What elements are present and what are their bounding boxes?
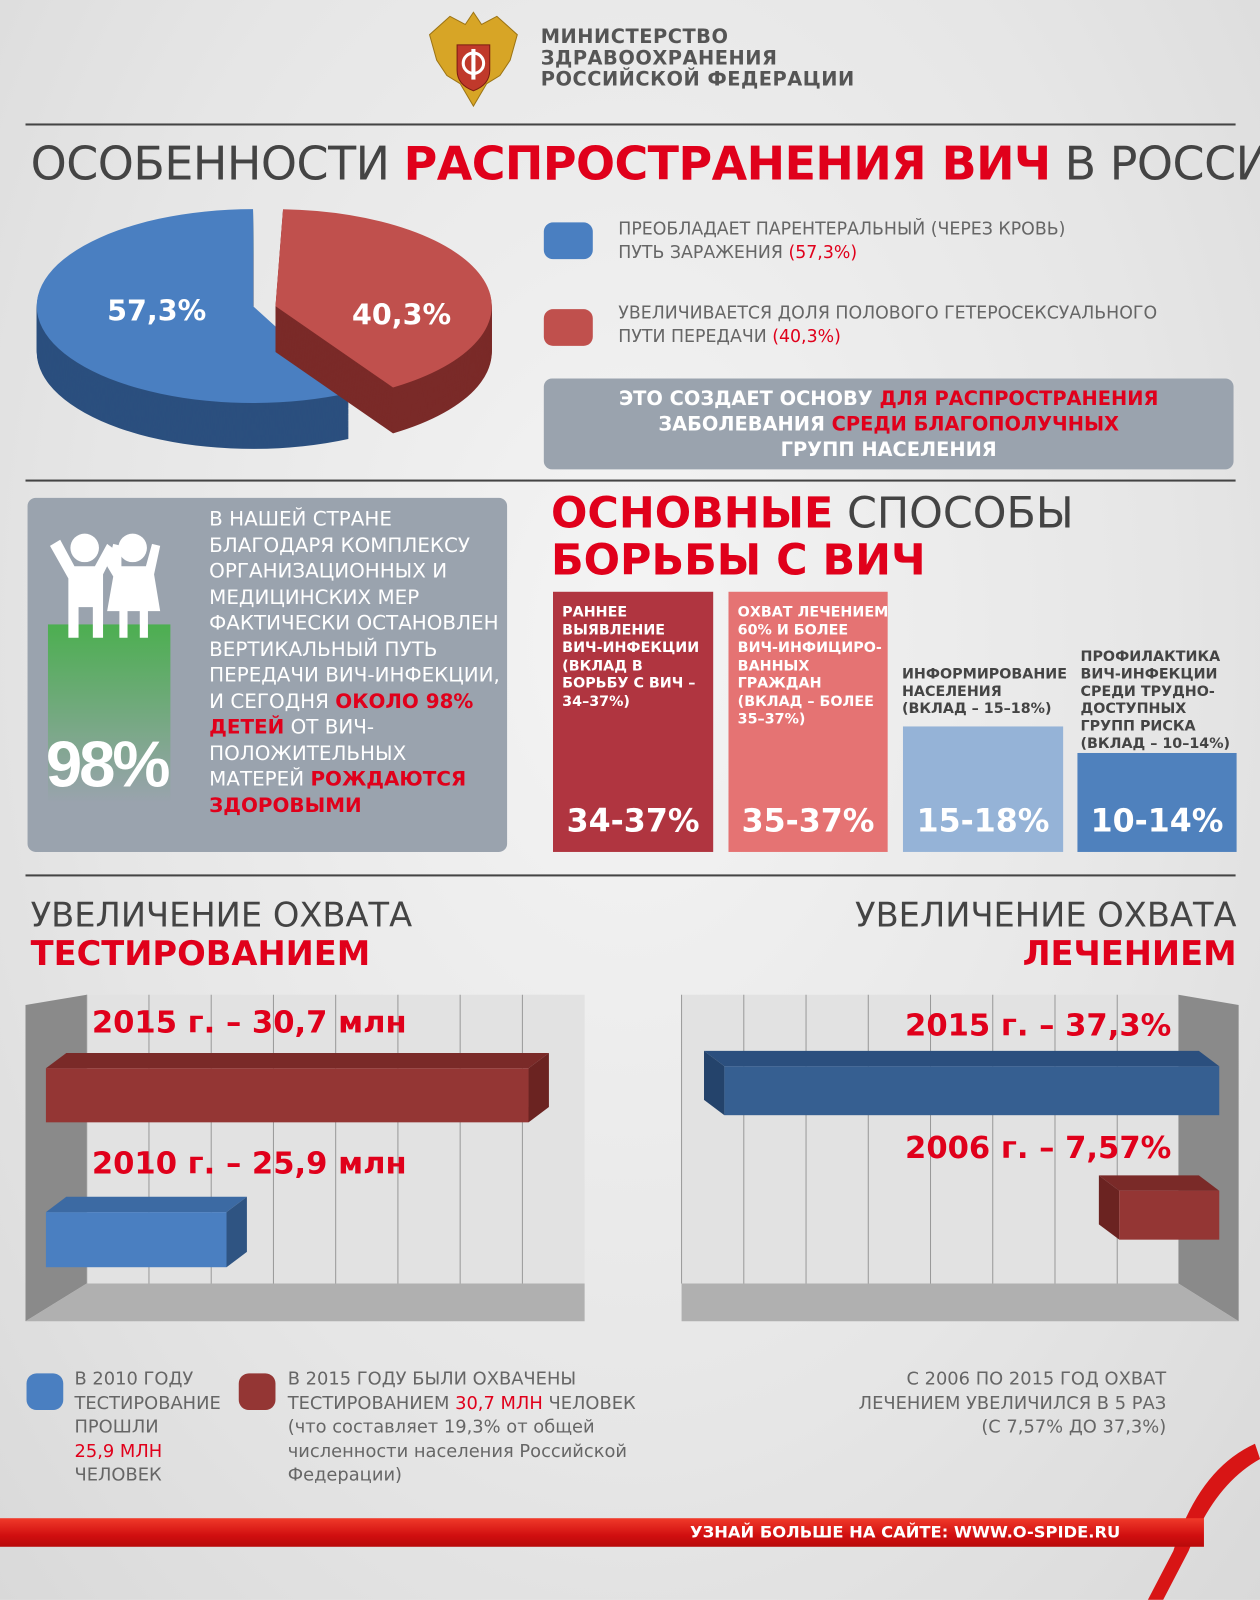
divider	[25, 123, 1236, 126]
bar-end-face	[1098, 1175, 1120, 1240]
title-text: УВЕЛИЧЕНИЕ ОХВАТА	[30, 894, 413, 935]
bar-value: 34-37%	[566, 802, 700, 840]
children-icon	[49, 533, 161, 638]
progress-fill	[47, 624, 171, 803]
bar-label: РАННЕЕ ВЫЯВЛЕНИЕ ВИЧ-ИНФЕКЦИИ (ВКЛАД В Б…	[562, 604, 700, 710]
bar-end-face	[226, 1196, 247, 1268]
note-highlight: СРЕДИ БЛАГОПОЛУЧНЫХ	[831, 413, 1119, 436]
legend-swatch-red	[238, 1373, 276, 1411]
note-highlight: ДЛЯ РАСПРОСТРАНЕНИЯ	[879, 387, 1159, 411]
children-text: В НАШЕЙ СТРАНЕ БЛАГОДАРЯ КОМПЛЕКСУ ОРГАН…	[209, 506, 505, 818]
bar-top-face	[45, 1196, 247, 1213]
highlight: 30,7 МЛН	[455, 1393, 543, 1414]
bar-value: 15-18%	[916, 802, 1050, 840]
method-bar: 10-14%	[1077, 752, 1237, 852]
big-percent: 98%	[45, 727, 171, 801]
bar-end-face	[704, 1050, 725, 1116]
bar-label-2006: 2006 г. – 7,57%	[905, 1130, 1172, 1167]
bar-top-face	[45, 1052, 549, 1069]
bar-top-face	[1098, 1175, 1220, 1191]
text: В 2010 ГОДУ ТЕСТИРОВАНИЕ ПРОШЛИ	[74, 1369, 221, 1438]
legend-line: ПРЕОБЛАДАЕТ ПАРЕНТЕРАЛЬНЫЙ (ЧЕРЕЗ КРОВЬ)	[618, 219, 1066, 240]
note-text: ЭТО СОЗДАЕТ ОСНОВУ	[618, 387, 880, 411]
chart-side-wall	[25, 994, 87, 1322]
pie-slice	[36, 209, 349, 404]
title-text: УВЕЛИЧЕНИЕ ОХВАТА	[855, 894, 1237, 935]
legend-pct: (57,3%)	[788, 242, 858, 264]
bar-label: ИНФОРМИРОВАНИЕ НАСЕЛЕНИЯ (ВКЛАД – 15–18%…	[901, 666, 1068, 718]
heading-highlight: ОСНОВНЫЕ	[550, 487, 834, 538]
highlight: РОЖДАЮТСЯ ЗДОРОВЫМИ	[209, 767, 467, 817]
conclusion-box: ЭТО СОЗДАЕТ ОСНОВУ ДЛЯ РАСПРОСТРАНЕНИЯ З…	[543, 378, 1234, 470]
footer-ribbon: УЗНАЙ БОЛЬШЕ НА САЙТЕ: WWW.O-SPIDE.RU	[0, 1518, 1204, 1547]
legend-swatch-blue	[26, 1373, 64, 1411]
note-2015: В 2015 ГОДУ БЫЛИ ОХВАЧЕНЫ ТЕСТИРОВАНИЕМ …	[288, 1368, 640, 1488]
website-link[interactable]: УЗНАЙ БОЛЬШЕ НА САЙТЕ: WWW.O-SPIDE.RU	[690, 1522, 1121, 1542]
title-highlight: РАСПРОСТРАНЕНИЯ ВИЧ	[403, 136, 1052, 191]
coverage-charts	[25, 994, 1239, 1322]
bar	[45, 1212, 227, 1268]
bar	[1119, 1190, 1220, 1240]
methods-heading: ОСНОВНЫЕ СПОСОБЫ БОРЬБЫ С ВИЧ	[550, 487, 1074, 585]
chart-floor	[25, 1283, 585, 1322]
note-treatment: С 2006 ПО 2015 ГОД ОХВАТ ЛЕЧЕНИЕМ УВЕЛИЧ…	[858, 1369, 1167, 1438]
text: ЧЕЛОВЕК (что составляет 19,3% от общей ч…	[287, 1393, 636, 1486]
treatment-title: УВЕЛИЧЕНИЕ ОХВАТА ЛЕЧЕНИЕМ	[855, 894, 1237, 974]
bar-value: 10-14%	[1090, 802, 1224, 840]
org-line: РОССИЙСКОЙ ФЕДЕРАЦИИ	[540, 68, 855, 91]
title-highlight: ЛЕЧЕНИЕМ	[1022, 933, 1237, 974]
bar	[724, 1066, 1220, 1116]
heading-highlight: БОРЬБЫ С ВИЧ	[550, 534, 926, 585]
legend-line: УВЕЛИЧИВАЕТСЯ ДОЛЯ ПОЛОВОГО ГЕТЕРОСЕКСУА…	[618, 303, 1158, 324]
heading-text: СПОСОБЫ	[833, 487, 1074, 538]
org-line: ЗДРАВООХРАНЕНИЯ	[540, 46, 778, 70]
pie-label-red: 40,3%	[352, 297, 452, 332]
chart-floor	[681, 1283, 1239, 1322]
bar-label-2015: 2015 г. – 37,3%	[905, 1008, 1172, 1044]
ministry-name: МИНИСТЕРСТВО ЗДРАВООХРАНЕНИЯ РОССИЙСКОЙ …	[540, 25, 855, 91]
text: ЧЕЛОВЕК	[74, 1465, 162, 1486]
title-highlight: ТЕСТИРОВАНИЕМ	[30, 933, 371, 974]
title-part: В РОССИИ	[1064, 136, 1260, 191]
divider	[25, 874, 1236, 877]
legend-text: УВЕЛИЧИВАЕТСЯ ДОЛЯ ПОЛОВОГО ГЕТЕРОСЕКСУА…	[618, 302, 1157, 349]
legend-line: ПУТЬ ЗАРАЖЕНИЯ	[618, 242, 789, 264]
ministry-emblem	[428, 11, 518, 108]
bar-label: ПРОФИЛАКТИКА ВИЧ-ИНФЕКЦИИ СРЕДИ ТРУДНО-Д…	[1080, 648, 1231, 752]
method-bar: 15-18%	[902, 726, 1064, 852]
highlight: 25,9 МЛН	[74, 1441, 163, 1462]
note-text: ЗАБОЛЕВАНИЯ	[658, 413, 832, 436]
divider	[25, 479, 1236, 482]
legend-text: ПРЕОБЛАДАЕТ ПАРЕНТЕРАЛЬНЫЙ (ЧЕРЕЗ КРОВЬ)…	[618, 218, 1065, 265]
chart-side-wall	[1178, 994, 1239, 1322]
red-ribbon-icon	[1147, 1443, 1260, 1600]
note-2010: В 2010 ГОДУ ТЕСТИРОВАНИЕ ПРОШЛИ 25,9 МЛН Ч…	[74, 1368, 227, 1488]
bar	[45, 1068, 529, 1123]
title-part: ОСОБЕННОСТИ	[30, 136, 404, 191]
bar-value: 35-37%	[741, 802, 875, 840]
legend-swatch-blue	[543, 222, 593, 260]
text: ОТ ВИЧ-ПОЛОЖИТЕЛЬНЫХ МАТЕРЕЙ	[209, 715, 407, 791]
bar-end-face	[528, 1052, 549, 1123]
legend-swatch-red	[543, 309, 593, 346]
highlight: ОКОЛО 98% ДЕТЕЙ	[209, 689, 474, 739]
org-line: МИНИСТЕРСТВО	[540, 25, 729, 48]
method-bar: ОХВАТ ЛЕЧЕНИЕМ 60% И БОЛЕЕ ВИЧ-ИНФИЦИРО-…	[728, 591, 889, 852]
bar-label-2015: 2015 г. – 30,7 млн	[91, 1004, 407, 1041]
method-bar: РАННЕЕ ВЫЯВЛЕНИЕ ВИЧ-ИНФЕКЦИИ (ВКЛАД В Б…	[553, 591, 714, 852]
testing-title: УВЕЛИЧЕНИЕ ОХВАТА ТЕСТИРОВАНИЕМ	[30, 894, 413, 974]
bar-top-face	[704, 1050, 1220, 1067]
page-title: ОСОБЕННОСТИ РАСПРОСТРАНЕНИЯ ВИЧ В РОССИИ	[31, 137, 1260, 191]
text: В 2015 ГОДУ БЫЛИ ОХВАЧЕНЫ ТЕСТИРОВАНИЕМ	[287, 1369, 577, 1414]
legend-line: ПУТИ ПЕРЕДАЧИ	[618, 326, 773, 347]
pie-chart	[36, 209, 492, 449]
note-text: ГРУПП НАСЕЛЕНИЯ	[780, 438, 997, 462]
legend-pct: (40,3%)	[772, 326, 841, 347]
pie-slice	[275, 209, 492, 388]
text: В НАШЕЙ СТРАНЕ БЛАГОДАРЯ КОМПЛЕКСУ ОРГАН…	[209, 507, 500, 713]
pie-label-blue: 57,3%	[107, 293, 207, 328]
bar-label-2010: 2010 г. – 25,9 млн	[91, 1145, 407, 1182]
bar-label: ОХВАТ ЛЕЧЕНИЕМ 60% И БОЛЕЕ ВИЧ-ИНФИЦИРО-…	[737, 604, 889, 728]
